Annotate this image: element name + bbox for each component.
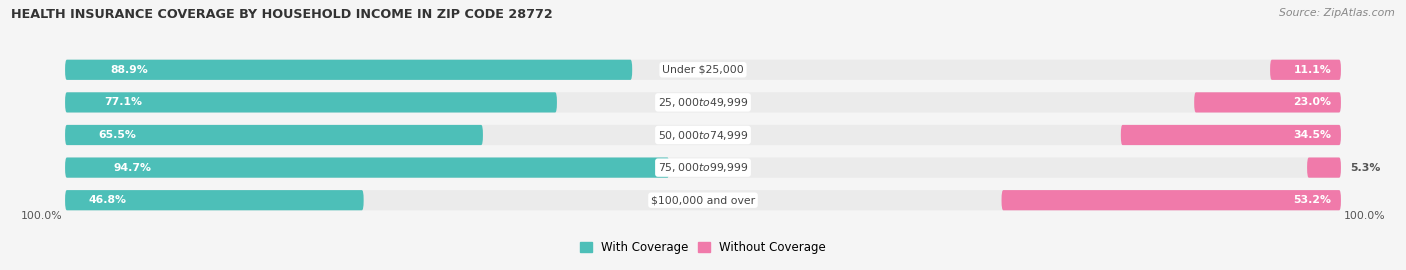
Text: 94.7%: 94.7%	[114, 163, 152, 173]
Text: 23.0%: 23.0%	[1294, 97, 1331, 107]
FancyBboxPatch shape	[1308, 157, 1341, 178]
Text: 53.2%: 53.2%	[1294, 195, 1331, 205]
FancyBboxPatch shape	[65, 92, 557, 113]
Text: Source: ZipAtlas.com: Source: ZipAtlas.com	[1279, 8, 1395, 18]
FancyBboxPatch shape	[65, 125, 482, 145]
Text: 65.5%: 65.5%	[98, 130, 136, 140]
FancyBboxPatch shape	[1194, 92, 1341, 113]
Text: HEALTH INSURANCE COVERAGE BY HOUSEHOLD INCOME IN ZIP CODE 28772: HEALTH INSURANCE COVERAGE BY HOUSEHOLD I…	[11, 8, 553, 21]
FancyBboxPatch shape	[65, 125, 1341, 145]
Text: 77.1%: 77.1%	[104, 97, 142, 107]
Text: 34.5%: 34.5%	[1294, 130, 1331, 140]
Text: $75,000 to $99,999: $75,000 to $99,999	[658, 161, 748, 174]
FancyBboxPatch shape	[65, 60, 1341, 80]
Text: 46.8%: 46.8%	[89, 195, 127, 205]
FancyBboxPatch shape	[65, 60, 633, 80]
FancyBboxPatch shape	[65, 157, 1341, 178]
Legend: With Coverage, Without Coverage: With Coverage, Without Coverage	[575, 236, 831, 259]
Text: $50,000 to $74,999: $50,000 to $74,999	[658, 129, 748, 141]
Text: Under $25,000: Under $25,000	[662, 65, 744, 75]
Text: 100.0%: 100.0%	[21, 211, 62, 221]
FancyBboxPatch shape	[1121, 125, 1341, 145]
FancyBboxPatch shape	[1001, 190, 1341, 210]
FancyBboxPatch shape	[65, 190, 364, 210]
FancyBboxPatch shape	[65, 157, 669, 178]
Text: $100,000 and over: $100,000 and over	[651, 195, 755, 205]
FancyBboxPatch shape	[65, 92, 1341, 113]
FancyBboxPatch shape	[1270, 60, 1341, 80]
Text: 5.3%: 5.3%	[1351, 163, 1381, 173]
FancyBboxPatch shape	[65, 190, 1341, 210]
Text: 11.1%: 11.1%	[1294, 65, 1331, 75]
Text: 88.9%: 88.9%	[111, 65, 148, 75]
Text: $25,000 to $49,999: $25,000 to $49,999	[658, 96, 748, 109]
Text: 100.0%: 100.0%	[1344, 211, 1385, 221]
